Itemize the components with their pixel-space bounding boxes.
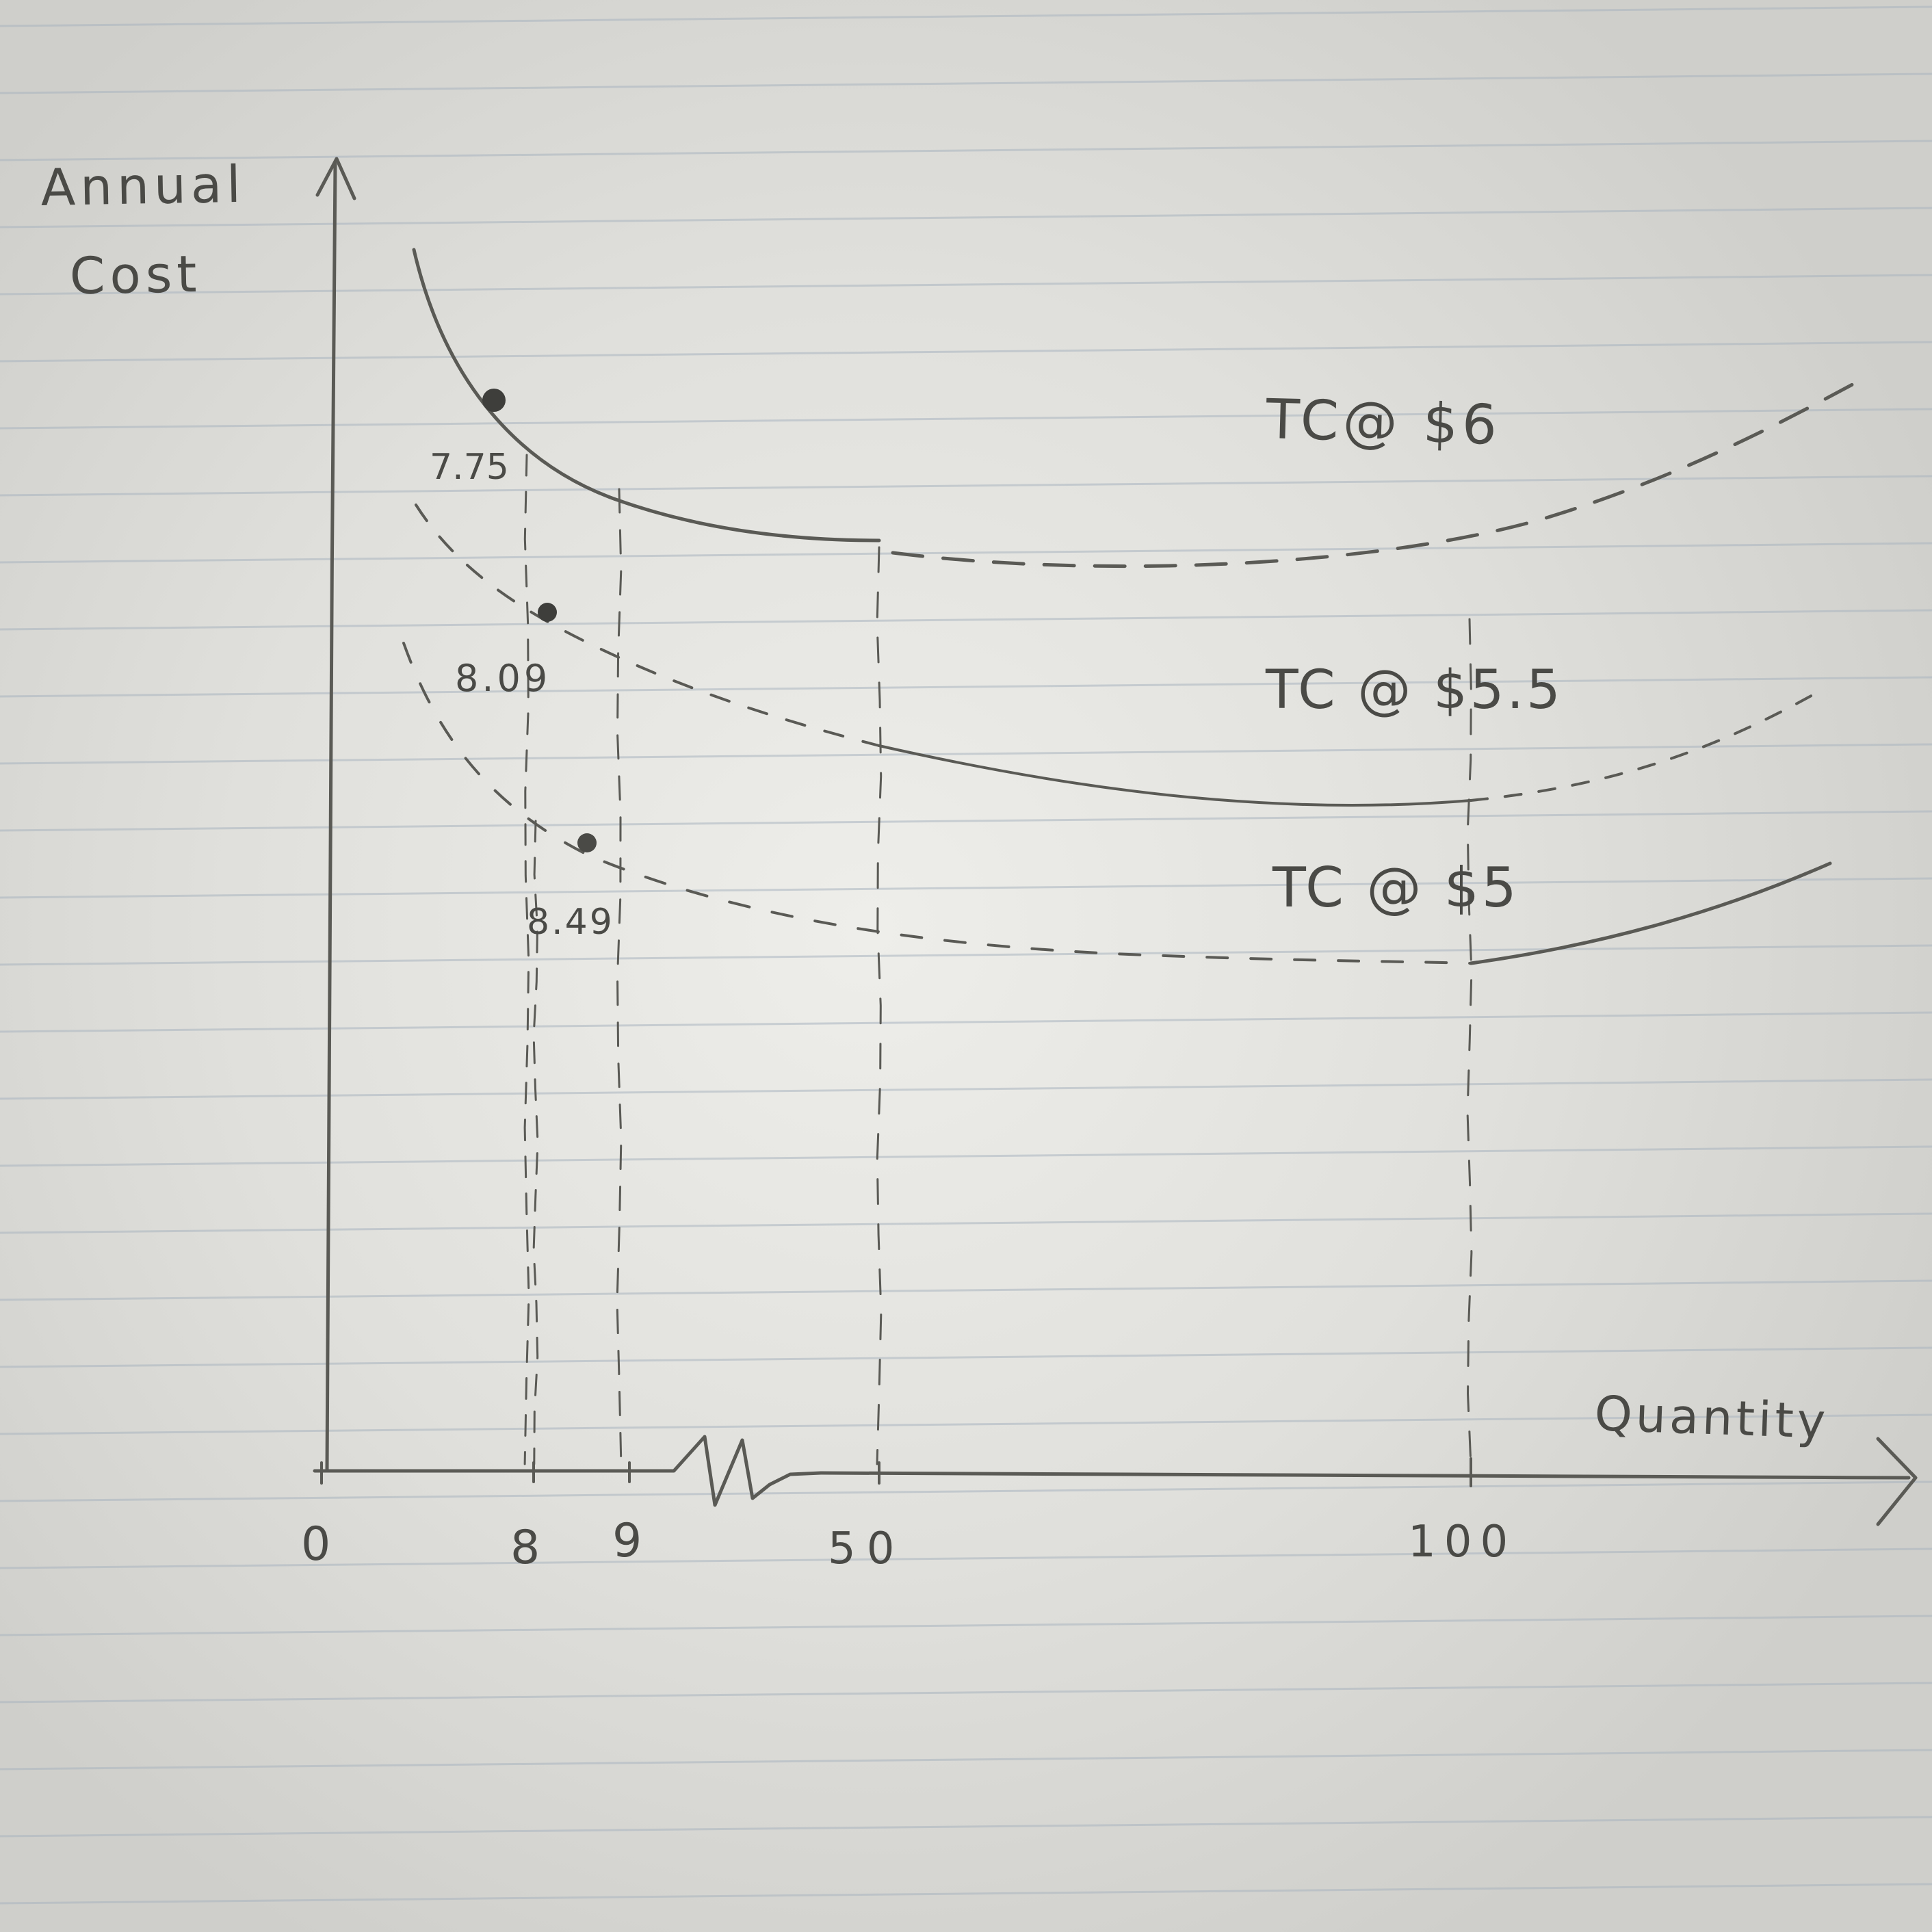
ruled-line [0,1279,1932,1301]
reference-line-100 [1466,618,1473,1465]
series-tc-5-dashed [402,642,1472,965]
ruled-line [0,1548,1932,1569]
reference-line-7-75 [523,454,530,1465]
markers [482,389,597,852]
ruled-line [0,944,1932,966]
tick-marks [320,1457,1472,1487]
ruled-line [0,1212,1932,1234]
ruled-line [0,1615,1932,1636]
ruled-line [0,73,1932,94]
ruled-line [0,341,1932,363]
series-tc-6-solid [412,248,881,543]
y-axis-label-line-2: Cost [69,245,202,306]
ruled-line [0,140,1932,161]
y-axis-label-line-1: Annual [40,155,246,218]
y-axis [325,162,337,1472]
data-labels: 7.75 8.09 8.49 [430,447,614,943]
ruled-line [0,810,1932,832]
data-label-8-49: 8.49 [527,902,614,943]
ruled-line [0,1480,1932,1502]
ruled-line [0,1011,1932,1033]
ruled-line [0,274,1932,296]
marker-7-75 [482,389,506,412]
x-tick-label: 8 [510,1521,540,1575]
x-axis-label: Quantity [1593,1385,1829,1450]
series-tc-5-solid [1469,861,1832,965]
x-tick-label: 0 [301,1517,330,1571]
curves [402,248,1870,965]
x-tick-labels: 0 8 9 50 100 [301,1514,1516,1575]
y-axis-arrow [315,157,356,200]
x-axis-arrow [1876,1437,1918,1526]
series-labels: TC@ $6 TC @ $5.5 TC @ $5 [1265,387,1563,919]
x-tick-label: 100 [1408,1517,1516,1567]
y-axis-label: Annual Cost [40,155,268,306]
ruled-lines [0,5,1932,1905]
ruled-line [0,1883,1932,1905]
ruled-line [0,207,1932,229]
ruled-line [0,877,1932,899]
ruled-line [0,542,1932,564]
x-axis [313,1469,1911,1480]
reference-line-8-49 [532,820,539,1465]
series-label-tc-6: TC@ $6 [1265,387,1502,457]
ruled-line [0,743,1932,765]
axes [313,157,1918,1526]
x-tick-label: 50 [828,1524,905,1574]
ruled-line [0,475,1932,497]
ruled-line [0,1682,1932,1703]
reference-line-50 [876,546,883,1465]
series-label-tc-5-5: TC @ $5.5 [1265,660,1563,721]
data-label-7-75: 7.75 [430,447,509,488]
ruled-line [0,1145,1932,1167]
ruled-line [0,408,1932,430]
axis-labels: Annual Cost Quantity [40,155,1830,1450]
ruled-line [0,1078,1932,1100]
reference-lines [523,454,1473,1465]
ruled-line [0,1413,1932,1435]
ruled-line [0,1749,1932,1771]
ruled-line [0,1816,1932,1838]
x-tick-label: 9 [612,1514,642,1568]
ruled-line [0,609,1932,631]
axis-break [627,1435,823,1507]
ruled-line [0,5,1932,27]
series-tc-6-dashed [891,374,1870,569]
series-label-tc-5: TC @ $5 [1272,856,1519,919]
ruled-line [0,676,1932,698]
ruled-line [0,1346,1932,1368]
marker-8-49 [577,833,597,852]
marker-8-09 [538,603,557,622]
series-tc-5-5-solid [878,744,1472,807]
series-tc-5-5-dashed-tail [1470,690,1821,802]
data-label-8-09: 8.09 [455,657,551,700]
series-tc-5-5-dashed [415,504,880,747]
